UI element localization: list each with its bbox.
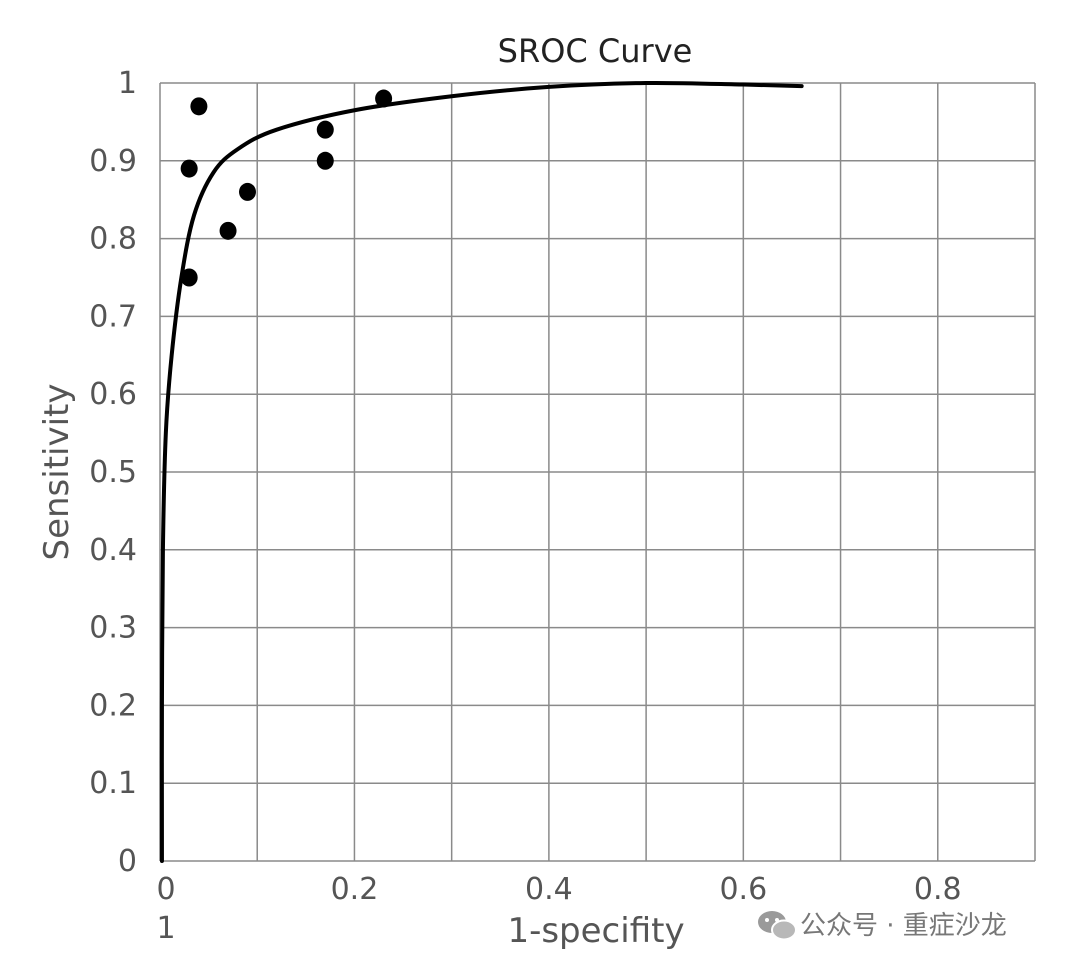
y-tick-label: 0.5 <box>89 455 137 490</box>
y-tick-label: 0.8 <box>89 222 137 257</box>
y-tick-label: 0.1 <box>89 766 137 801</box>
x-tick-labels: 0 0.2 0.4 0.6 0.8 <box>156 872 961 907</box>
x-axis-title: 1-specifity <box>507 911 684 951</box>
data-point-5 <box>316 151 334 170</box>
watermark: 公众号 · 重症沙龙 <box>758 911 1007 941</box>
data-point-3 <box>219 221 237 240</box>
y-tick-label: 0.4 <box>89 533 137 568</box>
y-tick-label: 0.9 <box>89 144 137 179</box>
x-tick-label: 0.4 <box>525 872 573 907</box>
data-point-2 <box>180 268 198 287</box>
data-point-1 <box>180 159 198 178</box>
y-tick-label: 0.3 <box>89 611 137 646</box>
data-point-7 <box>375 89 393 108</box>
study-points <box>180 89 393 287</box>
x-secondary-tick-label: 1 <box>156 911 175 946</box>
y-tick-labels: 0 0.1 0.2 0.3 0.4 0.5 0.6 0.7 0.8 0.9 1 <box>89 66 137 879</box>
chart-title: SROC Curve <box>498 32 693 70</box>
data-point-4 <box>239 182 256 201</box>
x-tick-label: 0.8 <box>914 872 962 907</box>
x-tick-label: 0 <box>156 872 175 907</box>
data-point-6 <box>316 120 334 139</box>
watermark-text: 公众号 · 重症沙龙 <box>800 911 1007 941</box>
wechat-icon <box>758 911 797 941</box>
y-tick-label: 0 <box>118 844 137 879</box>
sroc-curve-line <box>159 80 804 863</box>
y-tick-label: 0.7 <box>89 299 137 334</box>
y-tick-label: 1 <box>118 66 137 101</box>
plot-grid <box>159 82 1036 862</box>
x-tick-label: 0.2 <box>331 872 379 907</box>
y-tick-label: 0.2 <box>89 688 137 723</box>
data-point-0 <box>190 97 208 116</box>
y-tick-label: 0.6 <box>89 377 137 412</box>
y-axis-title: Sensitivity <box>37 383 77 560</box>
x-tick-label: 0.6 <box>719 872 767 907</box>
